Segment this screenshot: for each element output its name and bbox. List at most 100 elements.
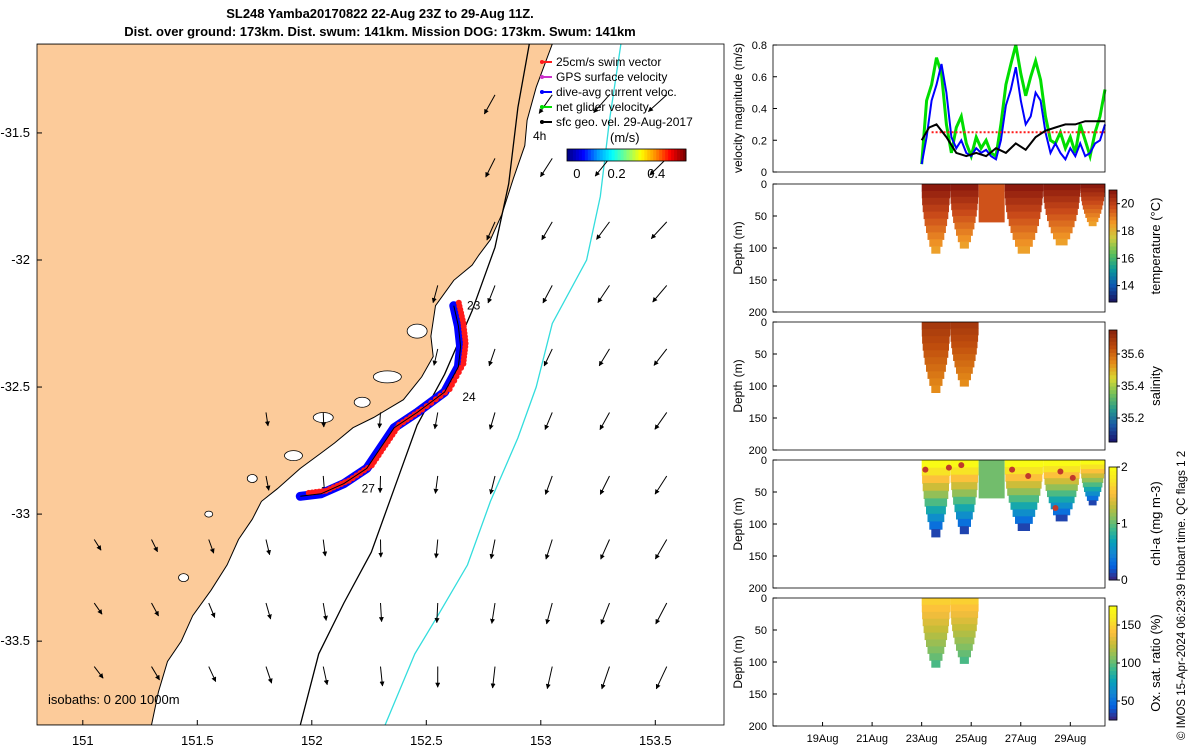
colorbar-segment bbox=[668, 149, 672, 161]
section-depth-bin bbox=[959, 526, 969, 535]
sfc-velocity-arrow bbox=[208, 666, 217, 683]
section-depth-bin bbox=[956, 511, 973, 520]
chl-bloom-spot bbox=[1009, 466, 1016, 473]
sfc-velocity-arrow bbox=[151, 666, 160, 681]
swim-vector-marker bbox=[446, 386, 453, 393]
sfc-velocity-arrow bbox=[654, 539, 668, 560]
colorbar-segment bbox=[1109, 337, 1117, 342]
colorbar-segment bbox=[650, 149, 654, 161]
velocity-series-line bbox=[920, 120, 1105, 158]
colorbar-segment bbox=[1109, 257, 1117, 262]
colorbar-segment bbox=[1109, 201, 1117, 206]
colorbar-segment bbox=[1109, 371, 1117, 376]
colorbar-segment bbox=[1109, 489, 1117, 494]
colorbar-segment bbox=[635, 149, 639, 161]
section-depth-bin bbox=[1043, 472, 1080, 479]
x-tick-label: 152.5 bbox=[410, 733, 443, 748]
colorbar-segment bbox=[1109, 430, 1117, 436]
section-depth-bin bbox=[956, 228, 973, 236]
section-depth-bin bbox=[926, 225, 946, 233]
sfc-velocity-arrow bbox=[265, 475, 271, 491]
sfc-velocity-arrow bbox=[654, 475, 668, 495]
section-depth-bin bbox=[927, 513, 945, 523]
colorbar-segment bbox=[1109, 294, 1117, 299]
y-tick-label: -33.5 bbox=[0, 633, 30, 648]
y-tick-label: 50 bbox=[755, 625, 767, 637]
colorbar-tick-label: 1 bbox=[1121, 517, 1128, 531]
section-depth-bin bbox=[950, 334, 979, 342]
colorbar-segment bbox=[644, 149, 648, 161]
y-tick-label: 0 bbox=[761, 593, 767, 605]
sfc-velocity-arrow bbox=[378, 603, 384, 623]
section-depth-bin bbox=[1010, 502, 1038, 510]
colorbar-frame bbox=[1108, 189, 1118, 303]
colorbar-segment bbox=[1109, 617, 1117, 622]
colorbar-segment bbox=[602, 149, 607, 161]
colorbar-segment bbox=[1109, 609, 1117, 615]
colorbar-segment bbox=[1109, 253, 1117, 258]
colorbar-segment bbox=[680, 149, 684, 161]
section-panel-temperature-section: 0 50 100 150 200 Depth (m) 14 16 18 20 temperature… bbox=[731, 179, 1163, 319]
colorbar-segment bbox=[1109, 246, 1117, 251]
velocity-series-line bbox=[920, 44, 1107, 165]
section-depth-bin bbox=[921, 329, 951, 337]
colorbar-segment bbox=[629, 149, 633, 161]
colorbar-segment bbox=[1109, 640, 1117, 645]
colorbar-segment bbox=[1109, 534, 1117, 540]
colorbar-segment bbox=[572, 149, 577, 161]
y-tick-label: -31.5 bbox=[0, 125, 30, 140]
colorbar-segment bbox=[1109, 412, 1117, 417]
colorbar-segment bbox=[659, 149, 663, 161]
section-depth-bin bbox=[922, 336, 950, 344]
colorbar-segment bbox=[1109, 287, 1117, 292]
colorbar-segment bbox=[1109, 485, 1117, 491]
colorbar-segment bbox=[1109, 674, 1117, 679]
y-tick-label: 0 bbox=[761, 317, 767, 329]
colorbar-segment bbox=[617, 149, 622, 161]
sfc-velocity-arrow bbox=[379, 666, 385, 687]
section-depth-bin bbox=[954, 637, 975, 645]
colorbar-segment bbox=[1109, 644, 1117, 649]
section-depth-bin bbox=[1043, 460, 1081, 467]
sfc-velocity-arrow bbox=[322, 666, 329, 686]
colorbar-segment bbox=[1109, 693, 1117, 698]
sfc-velocity-arrow bbox=[151, 539, 158, 553]
sfc-velocity-arrow bbox=[432, 348, 439, 366]
section-depth-bin bbox=[929, 653, 943, 661]
section-depth-bin bbox=[1085, 491, 1100, 497]
legend-label: sfc geo. vel. 29-Aug-2017 bbox=[556, 115, 693, 129]
chl-bloom-spot bbox=[958, 462, 965, 469]
sfc-velocity-arrow bbox=[544, 539, 553, 560]
sfc-velocity-arrow bbox=[489, 539, 496, 560]
chl-bloom-spot bbox=[1052, 505, 1059, 511]
colorbar-segment bbox=[1109, 382, 1117, 387]
section-depth-bin bbox=[950, 611, 979, 619]
colorbar-segment bbox=[1109, 359, 1117, 365]
section-depth-bin bbox=[1044, 202, 1079, 209]
y-tick-label: 150 bbox=[749, 275, 767, 287]
y-tick-label: 0 bbox=[761, 179, 767, 191]
section-depth-bin bbox=[951, 482, 978, 491]
colorbar-segment bbox=[1109, 208, 1117, 213]
estuary-lake bbox=[372, 370, 402, 384]
colorbar-segment bbox=[665, 149, 669, 161]
sfc-velocity-arrow bbox=[543, 348, 553, 367]
colorbar-segment bbox=[1109, 651, 1117, 656]
date-tick-label: 21Aug bbox=[856, 733, 888, 745]
colorbar-segment bbox=[596, 149, 601, 161]
colorbar-segment bbox=[1109, 438, 1117, 443]
colorbar-segment bbox=[1109, 397, 1117, 402]
colorbar-segment bbox=[1109, 216, 1117, 221]
isobaths-label: isobaths: 0 200 1000m bbox=[48, 692, 180, 707]
section-depth-bin bbox=[1055, 514, 1068, 522]
colorbar-segment bbox=[1109, 708, 1117, 713]
section-depth-bin bbox=[1047, 214, 1077, 222]
section-colorbar: 14 16 18 20 temperature (°C) bbox=[1108, 189, 1163, 303]
sfc-velocity-arrow bbox=[544, 475, 553, 495]
section-depth-bin bbox=[950, 598, 979, 606]
colorbar-segment bbox=[677, 149, 681, 161]
colorbar-segment bbox=[1109, 561, 1117, 566]
section-depth-bin bbox=[1050, 502, 1073, 510]
colorbar-segment bbox=[1109, 628, 1117, 634]
